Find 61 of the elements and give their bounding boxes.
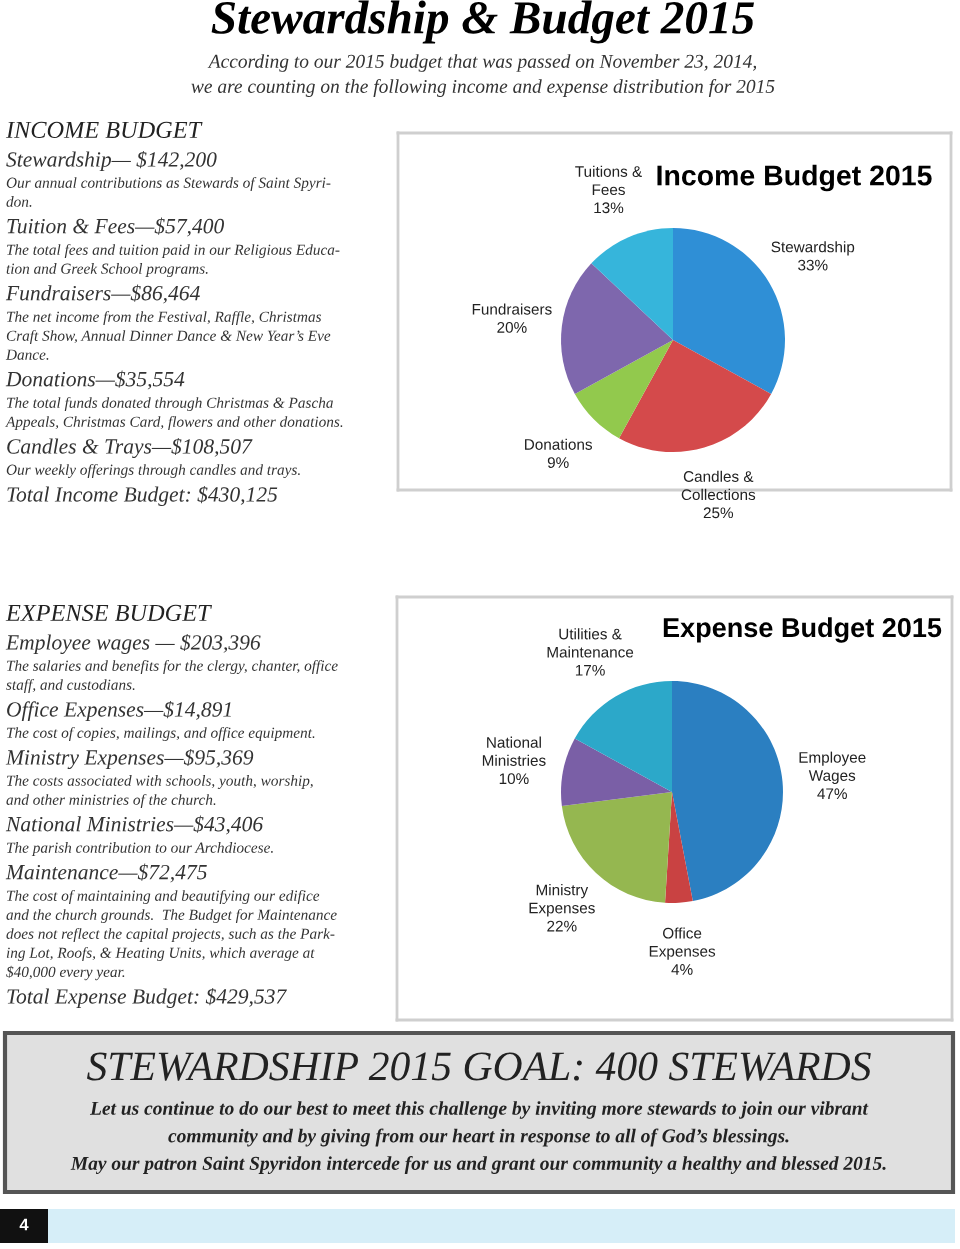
text: Ministry Expenses—$95,369 (5, 748, 254, 770)
text: Our annual contributions as Stewards of Saint Spyri- don. (6, 176, 331, 207)
text: Let us continue to do our best to meet this challenge by inviting more stewards to join our vibrant (89, 1101, 869, 1119)
text: Office Expenses—$14,891 (7, 700, 231, 722)
text: STEWARDSHIP 2015 GOAL: 400 STEWARDS (86, 1052, 871, 1081)
text: Stewardship— $142,200 (6, 150, 217, 172)
pie-slice (561, 738, 672, 806)
text: The cost of copies, mailings, and office equipment. (7, 726, 315, 742)
data-label: 33% (798, 259, 828, 271)
slice-label: Stewardship (771, 241, 855, 256)
pie-slice (591, 228, 673, 340)
pie-slice (561, 263, 673, 394)
data-label: 17% (575, 664, 605, 676)
text: Candles & Trays—$108,507 (7, 437, 253, 459)
data-label: 22% (547, 920, 577, 932)
text: The parish contribution to our Archdiocese. (7, 842, 273, 856)
slice-label: Office Expenses (649, 927, 716, 960)
text: According to our 2015 budget that was passed on November 23, 2014, we are counting on the following income and expense distribution for 2015 (191, 54, 775, 97)
text: INCOME BUDGET (5, 121, 203, 139)
text: Total Income Budget: $430,125 (7, 485, 278, 507)
chart-title: Income Budget 2015 (657, 164, 932, 192)
chart-title: Expense Budget 2015 (663, 617, 942, 643)
text: May our patron Saint Spyridon intercede for us and grant our community a healthy and blessed 2015. (70, 1156, 886, 1174)
pie-slice (665, 792, 693, 903)
data-label: 47% (817, 788, 847, 800)
slice-label: Tuitions & Fees (575, 165, 642, 196)
data-label: 4% (671, 964, 693, 975)
text: The salaries and benefits for the clergy, chanter, office staff, and custodians. (6, 659, 338, 694)
text: The total fees and tuition paid in our Religious Educa- tion and Greek School programs. (6, 243, 340, 277)
data-label: 10% (499, 773, 529, 785)
slice-label: Candles & Collections (681, 470, 756, 501)
pie-slice (672, 681, 783, 902)
slice-label: National Ministries (482, 736, 546, 766)
text: The cost of maintaining and beautifying our edifice and the church grounds. The Budget for Maintenance does not reflect the capital projects, such as the Park- ing Lot, Roofs, & Heating Units, which average at $40,000 every year. (6, 889, 337, 981)
data-label: 13% (594, 202, 624, 214)
text: Tuition & Fees—$57,400 (7, 217, 224, 237)
text: EXPENSE BUDGET (5, 604, 212, 622)
text: Maintenance—$72,475 (5, 863, 207, 883)
text: 4 (19, 1218, 29, 1231)
text: community and by giving from our heart in response to all of God’s blessings. (168, 1128, 789, 1147)
slice-label: Fundraisers (472, 303, 552, 315)
data-label: 9% (547, 457, 569, 468)
pie-slice (574, 340, 673, 439)
text: National Ministries—$43,406 (5, 815, 264, 835)
text: Fundraisers—$86,464 (5, 284, 200, 304)
slice-label: Utilities & Maintenance (547, 628, 634, 658)
data-label: 25% (703, 507, 734, 519)
slice-label: Employee Wages (799, 751, 866, 784)
text: Employee wages — $203,396 (5, 633, 261, 655)
text: Our weekly offerings through candles and trays. (6, 463, 300, 479)
data-label: 20% (497, 321, 527, 333)
text: The net income from the Festival, Raffle, Christmas Craft Show, Annual Dinner Dance & New Year’s Eve Dance. (5, 310, 331, 360)
slice-label: Donations (525, 438, 593, 450)
text: The total funds donated through Christmas & Pascha Appeals, Christmas Card, flowers and other donations. (5, 396, 343, 431)
text: The costs associated with schools, youth, worship, and other ministries of the church. (6, 775, 313, 809)
text: Stewardship & Budget 2015 (211, 0, 754, 44)
text: Total Expense Budget: $429,537 (7, 987, 287, 1009)
text: Donations—$35,554 (5, 370, 185, 390)
pie-slice (574, 681, 672, 792)
slice-label: Ministry Expenses (529, 884, 595, 917)
pie-slice (619, 340, 772, 452)
